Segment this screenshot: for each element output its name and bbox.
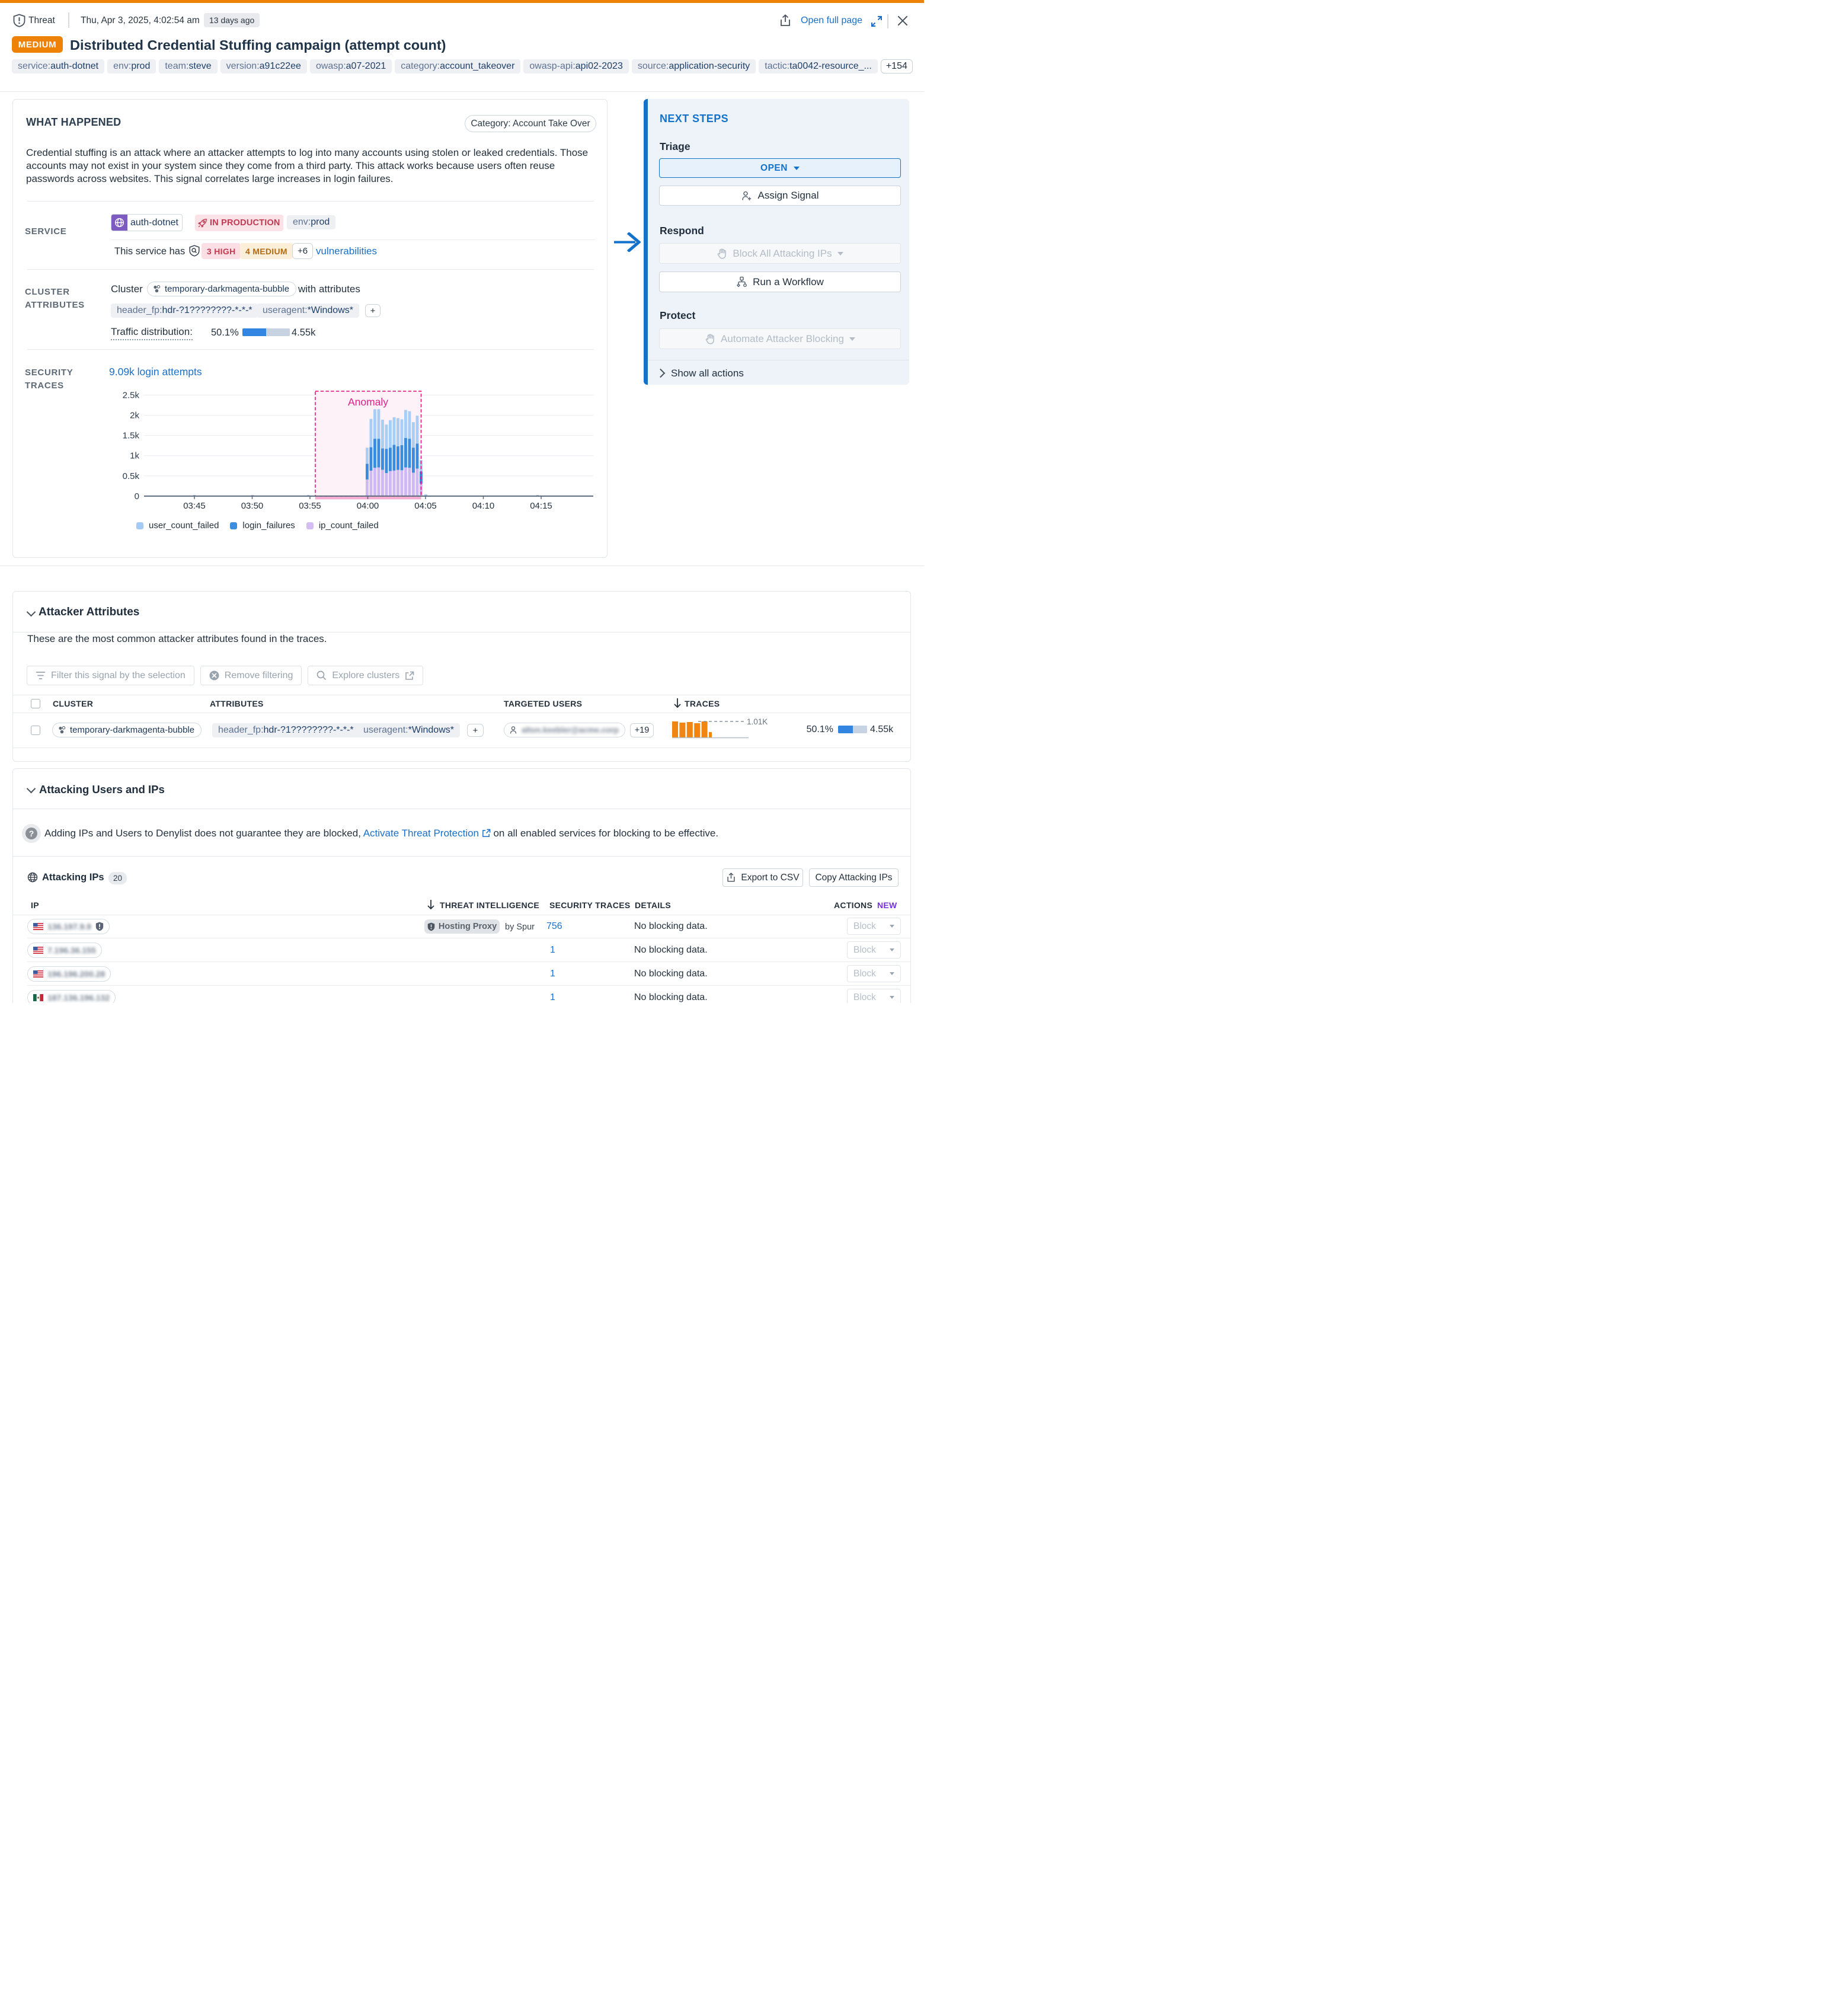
svg-text:03:45: 03:45	[183, 501, 206, 511]
svg-text:03:55: 03:55	[299, 501, 321, 511]
svg-text:04:10: 04:10	[472, 501, 495, 511]
svg-text:0: 0	[135, 491, 139, 502]
svg-text:04:15: 04:15	[530, 501, 552, 511]
svg-text:1.01K: 1.01K	[747, 717, 768, 726]
svg-text:03:50: 03:50	[241, 501, 264, 511]
svg-text:2k: 2k	[130, 411, 139, 421]
svg-text:0.5k: 0.5k	[123, 471, 140, 481]
svg-text:Anomaly: Anomaly	[348, 396, 388, 408]
svg-text:1k: 1k	[130, 451, 139, 461]
svg-text:2.5k: 2.5k	[123, 390, 140, 400]
svg-text:1.5k: 1.5k	[123, 431, 140, 441]
svg-text:04:00: 04:00	[357, 501, 379, 511]
svg-text:04:05: 04:05	[414, 501, 437, 511]
